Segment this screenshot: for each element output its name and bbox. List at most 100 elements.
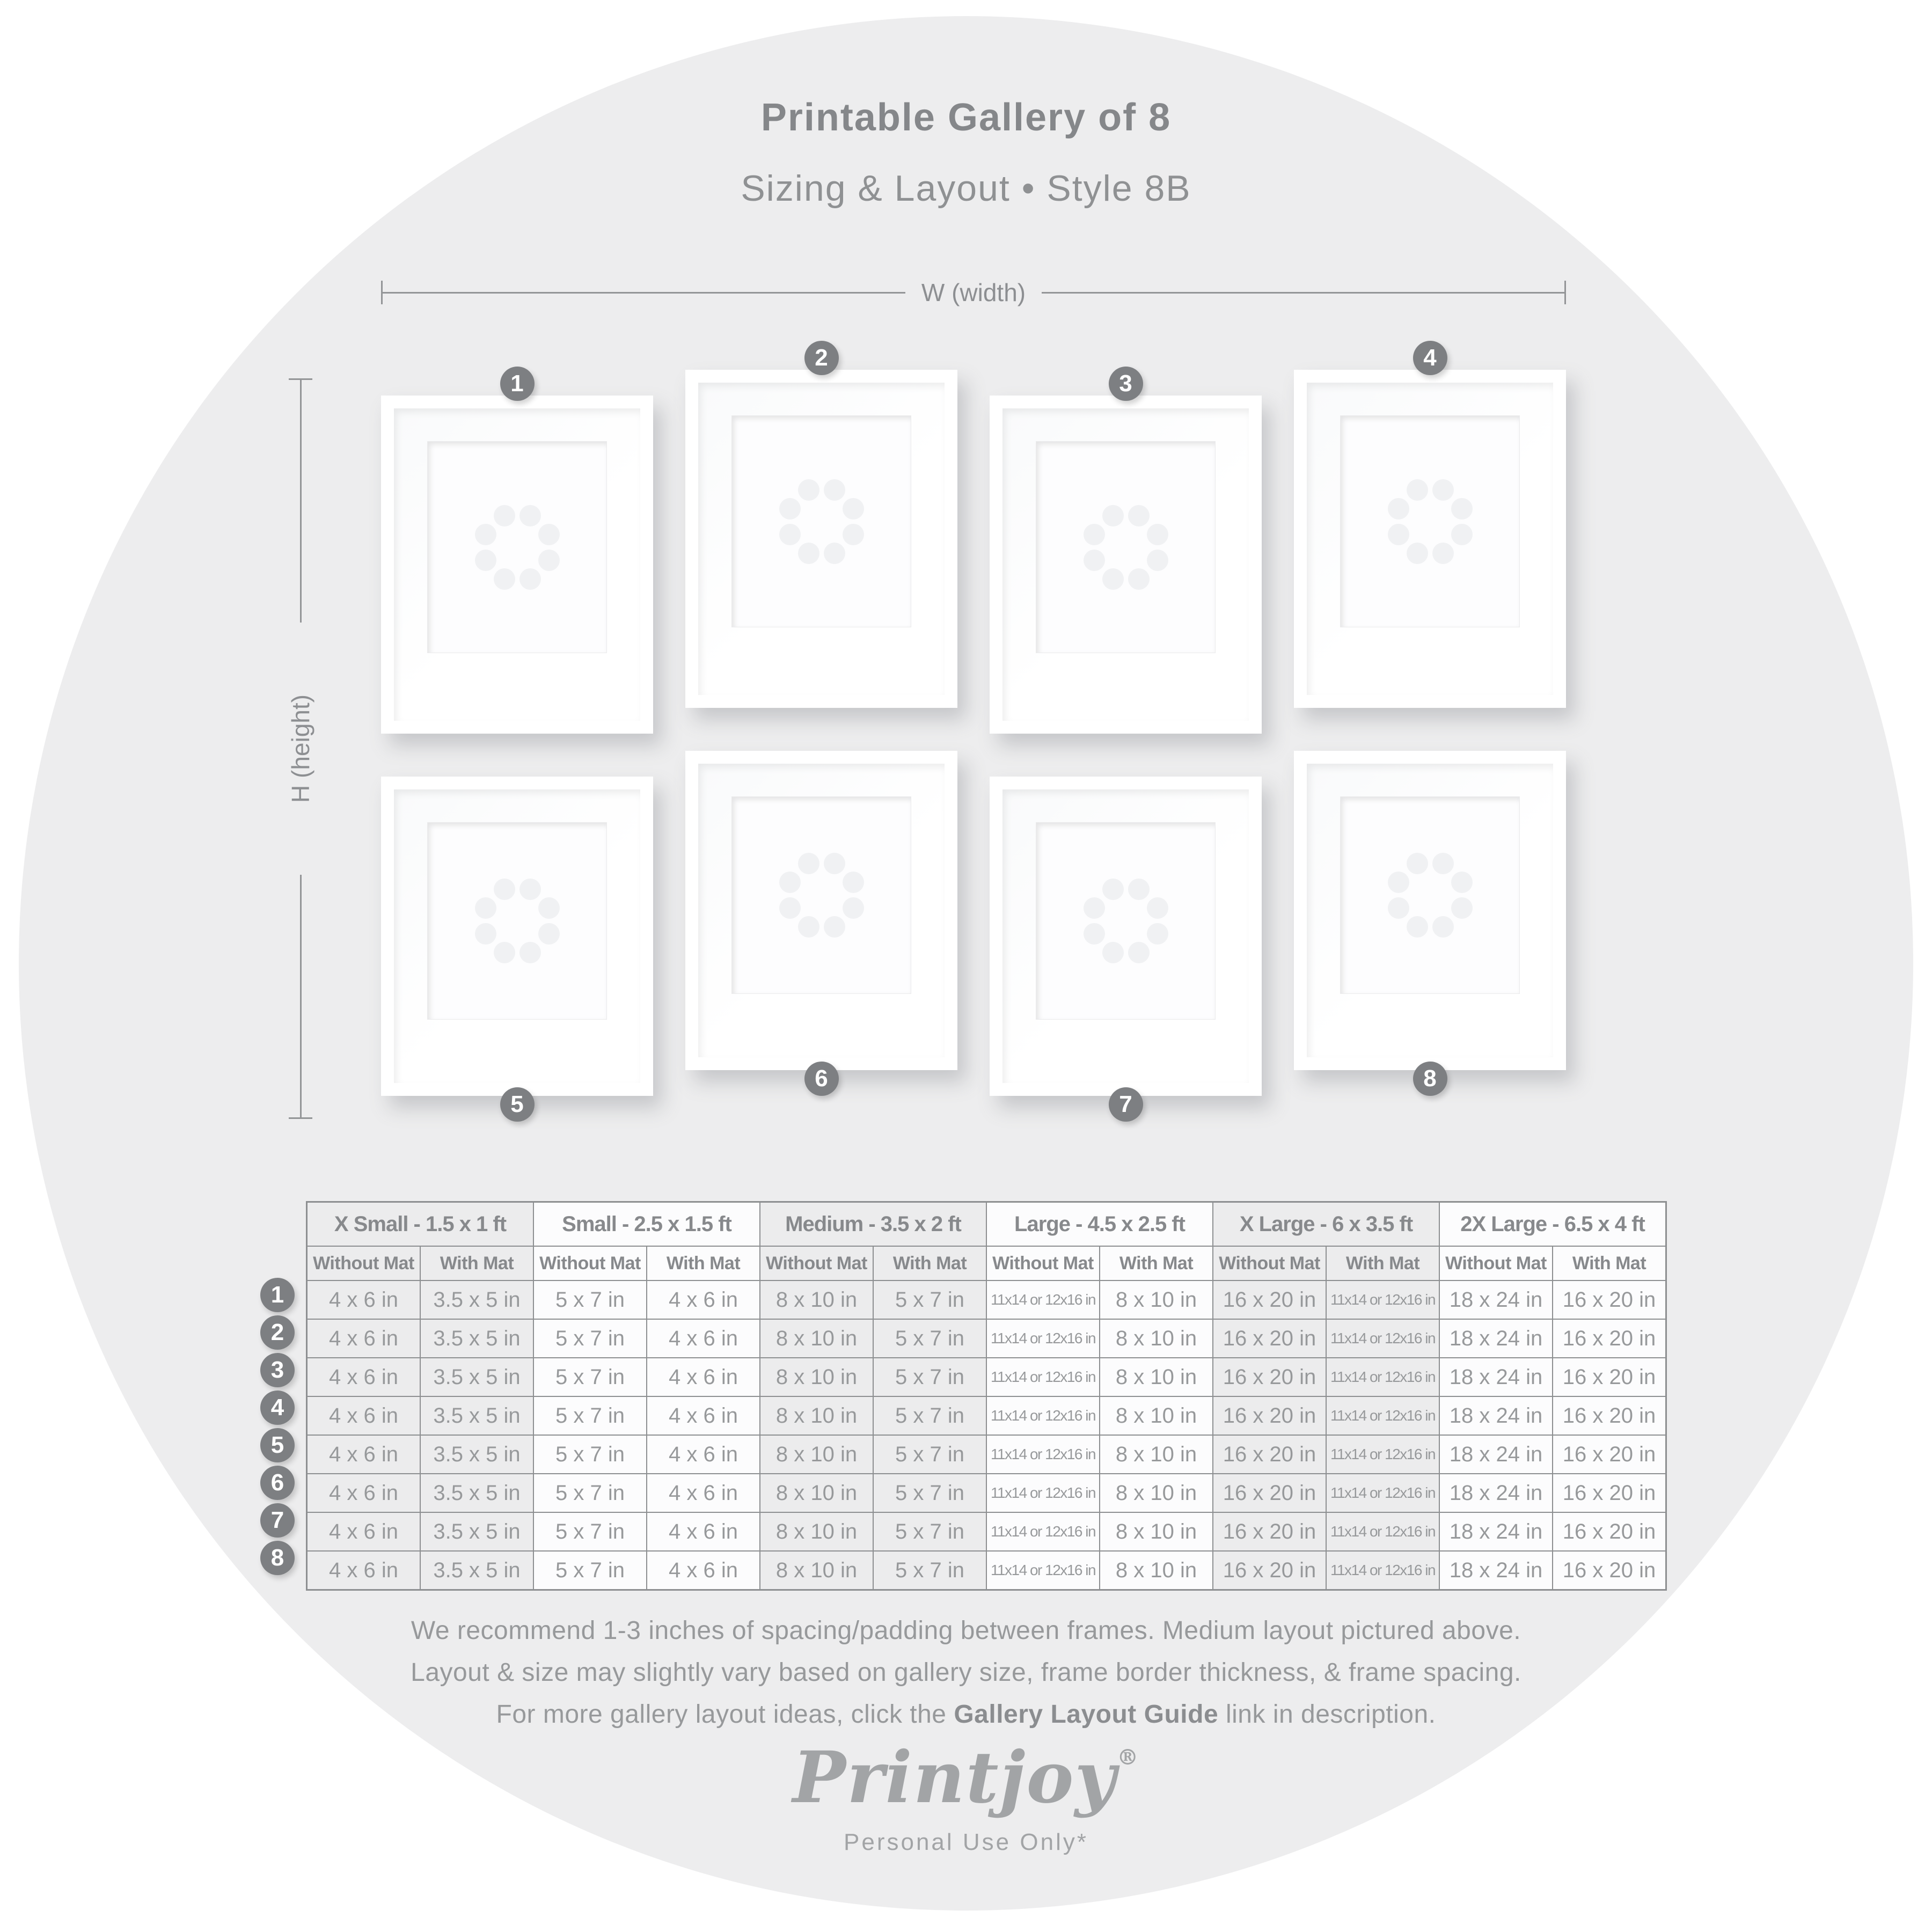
size-cell: 5 x 7 in [873, 1473, 987, 1513]
frame-opening [731, 796, 911, 994]
background-circle [19, 16, 1913, 1911]
without-mat-subheader: Without Mat [1439, 1246, 1553, 1281]
without-mat-subheader: Without Mat [1212, 1246, 1327, 1281]
size-cell: 3.5 x 5 in [420, 1319, 534, 1358]
size-cell: 4 x 6 in [306, 1357, 421, 1397]
frame-opening [427, 441, 607, 653]
dot [519, 568, 541, 590]
with-mat-subheader: With Mat [1099, 1246, 1213, 1281]
dot [493, 568, 515, 590]
size-cell: 18 x 24 in [1439, 1435, 1553, 1474]
size-cell: 3.5 x 5 in [420, 1550, 534, 1591]
size-cell: 11x14 or 12x16 in [1326, 1319, 1440, 1358]
size-group-header: X Large - 6 x 3.5 ft [1212, 1201, 1440, 1247]
height-dimension: H (height) [287, 378, 314, 1119]
size-cell: 4 x 6 in [646, 1280, 760, 1320]
dot [1102, 568, 1124, 590]
size-cell: 11x14 or 12x16 in [986, 1435, 1100, 1474]
size-cell: 4 x 6 in [306, 1396, 421, 1436]
size-group-header: Small - 2.5 x 1.5 ft [533, 1201, 760, 1247]
size-cell: 3.5 x 5 in [420, 1280, 534, 1320]
size-cell: 5 x 7 in [873, 1396, 987, 1436]
dot [519, 942, 541, 963]
dot [1451, 523, 1473, 545]
dot [519, 504, 541, 526]
size-cell: 8 x 10 in [1099, 1550, 1213, 1591]
dot [779, 872, 801, 893]
dot [1102, 879, 1124, 900]
size-cell: 8 x 10 in [759, 1473, 874, 1513]
dot [474, 897, 496, 919]
without-mat-subheader: Without Mat [759, 1246, 874, 1281]
with-mat-subheader: With Mat [1326, 1246, 1440, 1281]
footer-notes: We recommend 1-3 inches of spacing/paddi… [0, 1610, 1932, 1736]
size-cell: 16 x 20 in [1212, 1396, 1327, 1436]
dot [538, 549, 560, 571]
dot [797, 479, 819, 501]
size-cell: 4 x 6 in [306, 1550, 421, 1591]
dot [823, 542, 845, 564]
dimension-line [1042, 291, 1565, 294]
dimension-line [383, 291, 905, 294]
row-number-badge: 1 [260, 1278, 295, 1312]
page-title: Printable Gallery of 8 [760, 96, 1172, 139]
size-cell: 18 x 24 in [1439, 1473, 1553, 1513]
dot [1102, 942, 1124, 963]
size-group-header: 2X Large - 6.5 x 4 ft [1439, 1201, 1667, 1247]
size-cell: 8 x 10 in [1099, 1396, 1213, 1436]
size-cell: 8 x 10 in [759, 1435, 874, 1474]
dimension-tick [381, 281, 383, 304]
dimension-line [299, 875, 302, 1117]
table-row: 4 x 6 in 3.5 x 5 in 5 x 7 in 4 x 6 in 8 x 10… [306, 1280, 1667, 1320]
frame-mat [394, 408, 640, 721]
gallery-layout-guide-link[interactable]: Gallery Layout Guide [954, 1700, 1219, 1729]
page-subtitle: Sizing & Layout • Style 8B [741, 168, 1191, 209]
dot [1128, 942, 1150, 963]
size-cell: 18 x 24 in [1439, 1280, 1553, 1320]
dot [1146, 897, 1168, 919]
size-cell: 18 x 24 in [1439, 1512, 1553, 1552]
size-cell: 11x14 or 12x16 in [986, 1512, 1100, 1552]
size-cell: 18 x 24 in [1439, 1550, 1553, 1591]
dot [797, 853, 819, 874]
dot [842, 523, 864, 545]
size-cell: 4 x 6 in [646, 1435, 760, 1474]
gallery-frame: 1 [381, 367, 653, 734]
size-cell: 5 x 7 in [873, 1280, 987, 1320]
size-cell: 3.5 x 5 in [420, 1357, 534, 1397]
dot [1432, 916, 1454, 938]
row-number-badge: 4 [260, 1391, 295, 1425]
frame-mat [698, 764, 945, 1057]
sizing-table: X Small - 1.5 x 1 ft Small - 2.5 x 1.5 ft… [306, 1201, 1667, 1591]
size-cell: 4 x 6 in [306, 1319, 421, 1358]
without-mat-subheader: Without Mat [986, 1246, 1100, 1281]
size-cell: 8 x 10 in [1099, 1512, 1213, 1552]
dot [823, 916, 845, 938]
dot [842, 497, 864, 519]
size-cell: 8 x 10 in [1099, 1357, 1213, 1397]
gallery-frame: 7 [990, 777, 1262, 1122]
size-cell: 4 x 6 in [646, 1550, 760, 1591]
dot [1102, 504, 1124, 526]
size-cell: 16 x 20 in [1552, 1473, 1667, 1513]
size-cell: 3.5 x 5 in [420, 1435, 534, 1474]
gallery-frame: 4 [1294, 341, 1566, 708]
width-dimension: W (width) [381, 279, 1567, 306]
dot [1451, 497, 1473, 519]
size-cell: 5 x 7 in [873, 1319, 987, 1358]
row-number-badge: 2 [260, 1315, 295, 1350]
dot [538, 523, 560, 545]
size-cell: 11x14 or 12x16 in [1326, 1280, 1440, 1320]
frame-opening [1340, 796, 1520, 994]
size-cell: 3.5 x 5 in [420, 1473, 534, 1513]
frame-number-badge: 7 [1108, 1087, 1143, 1122]
dot [1128, 504, 1150, 526]
size-group-header: X Small - 1.5 x 1 ft [306, 1201, 534, 1247]
size-cell: 11x14 or 12x16 in [986, 1396, 1100, 1436]
table-row: 4 x 6 in 3.5 x 5 in 5 x 7 in 4 x 6 in 8 x 10… [306, 1512, 1667, 1552]
size-cell: 4 x 6 in [306, 1435, 421, 1474]
row-number-badge: 8 [260, 1541, 295, 1575]
frame-number-badge: 1 [500, 367, 535, 401]
size-cell: 16 x 20 in [1552, 1512, 1667, 1552]
size-cell: 11x14 or 12x16 in [986, 1357, 1100, 1397]
